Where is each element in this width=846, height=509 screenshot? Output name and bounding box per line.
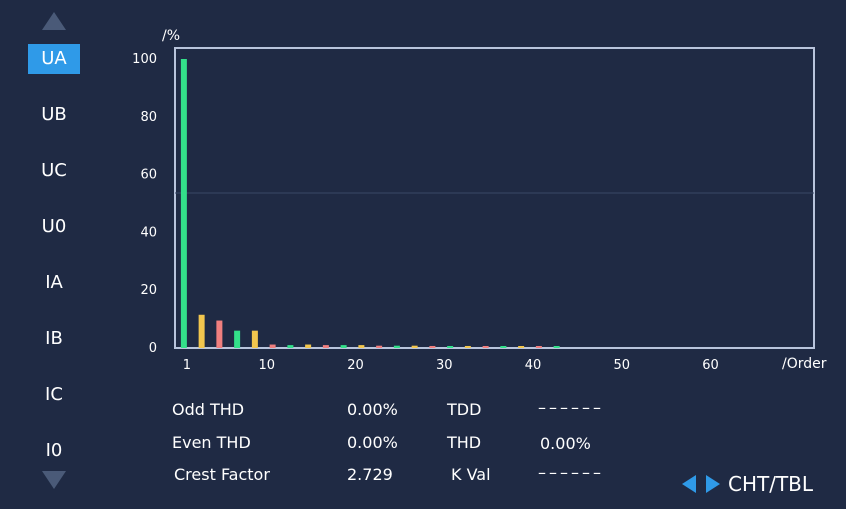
harmonic-bar-order-19 [340, 345, 347, 348]
right-arrow-icon[interactable] [706, 475, 720, 493]
even-thd-label: Even THD [172, 433, 251, 452]
harmonic-bars [180, 59, 560, 348]
y-tick-label: 20 [140, 283, 157, 298]
tdd-value: –––––– [538, 398, 604, 417]
channel-ib[interactable]: IB [45, 328, 63, 349]
harmonic-bar-order-7 [234, 330, 241, 348]
odd-thd-label: Odd THD [172, 400, 245, 419]
chart-table-toggle-label[interactable]: CHT/TBL [728, 472, 814, 496]
x-tick-label: 60 [702, 358, 719, 373]
harmonic-bar-order-29 [429, 345, 436, 348]
harmonic-bar-order-13 [287, 345, 294, 348]
harmonic-bar-order-9 [251, 330, 258, 348]
y-tick-labels: 0 20 40 60 80 100 [132, 52, 157, 356]
harmonic-bar-order-23 [376, 345, 383, 348]
x-axis-label: /Order [782, 356, 827, 372]
harmonic-bar-order-27 [411, 345, 418, 348]
channel-i0[interactable]: I0 [45, 440, 63, 461]
harmonic-bar-order-35 [482, 346, 489, 348]
harmonic-bar-order-41 [535, 346, 542, 348]
harmonic-bar-order-1 [180, 59, 187, 348]
tdd-label: TDD [447, 400, 482, 419]
x-tick-label: 20 [347, 358, 364, 373]
channel-ic[interactable]: IC [45, 384, 63, 405]
scroll-down-arrow-icon[interactable] [42, 471, 66, 489]
harmonic-bar-order-3 [198, 314, 205, 348]
harmonic-bar-order-31 [447, 345, 454, 348]
view-toggle: CHT/TBL [682, 472, 813, 496]
harmonic-bar-order-25 [393, 345, 400, 348]
crest-factor-label: Crest Factor [174, 465, 270, 484]
channel-u0[interactable]: U0 [41, 216, 67, 237]
harmonic-bar-order-37 [500, 346, 507, 348]
even-thd-value: 0.00% [347, 433, 398, 452]
y-tick-label: 60 [140, 168, 157, 183]
y-tick-label: 100 [132, 52, 157, 67]
harmonic-bar-order-17 [322, 345, 329, 348]
harmonic-bar-order-5 [216, 320, 223, 348]
x-tick-label: 40 [525, 358, 542, 373]
odd-thd-value: 0.00% [347, 400, 398, 419]
y-axis-label: /% [162, 28, 180, 44]
y-tick-label: 40 [140, 225, 157, 240]
x-tick-label: 30 [436, 358, 453, 373]
thd-label: THD [447, 433, 482, 452]
y-tick-label: 0 [149, 341, 157, 356]
harmonic-bar-order-43 [553, 346, 560, 348]
harmonic-bar-order-21 [358, 345, 365, 348]
crest-factor-value: 2.729 [347, 465, 393, 484]
x-tick-label: 1 [183, 358, 191, 373]
x-tick-labels: 1 10 20 30 40 50 60 [183, 358, 719, 373]
scroll-up-arrow-icon[interactable] [42, 12, 66, 30]
channel-ub[interactable]: UB [41, 104, 67, 125]
harmonic-bar-order-11 [269, 344, 276, 348]
y-tick-label: 80 [140, 110, 157, 125]
harmonic-bar-order-39 [518, 346, 525, 348]
harmonic-bar-order-15 [305, 344, 312, 348]
channel-uc[interactable]: UC [41, 160, 67, 181]
channel-ia[interactable]: IA [45, 272, 63, 293]
harmonic-bar-order-33 [464, 345, 471, 348]
left-arrow-icon[interactable] [682, 475, 696, 493]
k-val-value: –––––– [538, 463, 604, 482]
x-tick-label: 50 [613, 358, 630, 373]
channel-ua[interactable]: UA [28, 44, 80, 74]
chart-frame [174, 47, 815, 349]
x-tick-label: 10 [258, 358, 275, 373]
thd-value: 0.00% [540, 434, 591, 453]
k-val-label: K Val [451, 465, 491, 484]
